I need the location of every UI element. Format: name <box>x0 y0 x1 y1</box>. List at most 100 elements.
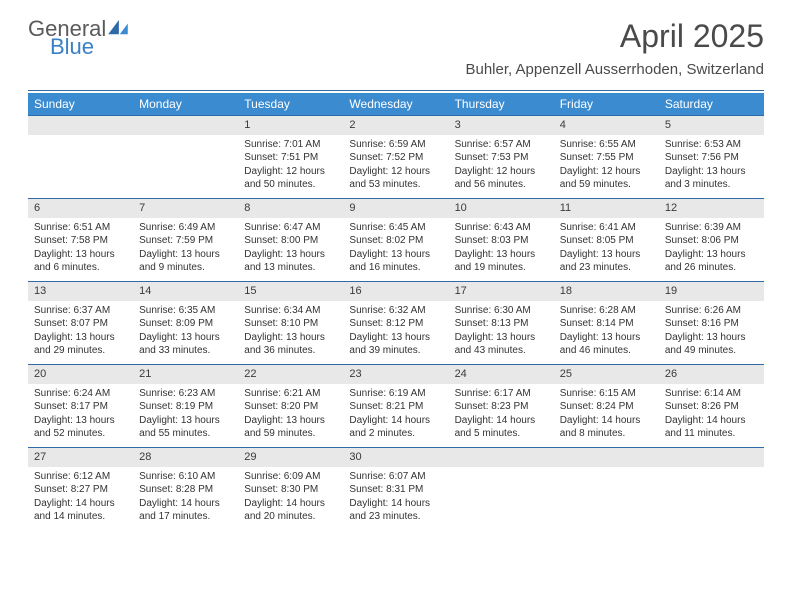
calendar-cell: 19Sunrise: 6:26 AMSunset: 8:16 PMDayligh… <box>659 282 764 364</box>
day-info: Sunrise: 6:41 AMSunset: 8:05 PMDaylight:… <box>554 218 659 279</box>
day-number: 12 <box>659 199 764 218</box>
calendar-cell: 30Sunrise: 6:07 AMSunset: 8:31 PMDayligh… <box>343 448 448 530</box>
day-info: Sunrise: 6:51 AMSunset: 7:58 PMDaylight:… <box>28 218 133 279</box>
sunrise-text: Sunrise: 6:59 AM <box>349 138 442 152</box>
calendar-cell: 8Sunrise: 6:47 AMSunset: 8:00 PMDaylight… <box>238 199 343 281</box>
day-info: Sunrise: 6:09 AMSunset: 8:30 PMDaylight:… <box>238 467 343 528</box>
day-number: 29 <box>238 448 343 467</box>
day-info: Sunrise: 6:39 AMSunset: 8:06 PMDaylight:… <box>659 218 764 279</box>
day-header: Wednesday <box>343 93 448 115</box>
day-info: Sunrise: 6:57 AMSunset: 7:53 PMDaylight:… <box>449 135 554 196</box>
day-info: Sunrise: 6:12 AMSunset: 8:27 PMDaylight:… <box>28 467 133 528</box>
day-info: Sunrise: 6:53 AMSunset: 7:56 PMDaylight:… <box>659 135 764 196</box>
sunrise-text: Sunrise: 6:24 AM <box>34 387 127 401</box>
day-number: 8 <box>238 199 343 218</box>
day-info: Sunrise: 6:17 AMSunset: 8:23 PMDaylight:… <box>449 384 554 445</box>
sunset-text: Sunset: 8:24 PM <box>560 400 653 414</box>
daylight-text: Daylight: 13 hours and 3 minutes. <box>665 165 758 192</box>
day-number: 23 <box>343 365 448 384</box>
daylight-text: Daylight: 13 hours and 13 minutes. <box>244 248 337 275</box>
calendar-cell: 5Sunrise: 6:53 AMSunset: 7:56 PMDaylight… <box>659 116 764 198</box>
daylight-text: Daylight: 13 hours and 59 minutes. <box>244 414 337 441</box>
daylight-text: Daylight: 12 hours and 50 minutes. <box>244 165 337 192</box>
sunrise-text: Sunrise: 6:15 AM <box>560 387 653 401</box>
day-number: 6 <box>28 199 133 218</box>
day-info: Sunrise: 6:49 AMSunset: 7:59 PMDaylight:… <box>133 218 238 279</box>
day-number: 16 <box>343 282 448 301</box>
calendar-cell: 13Sunrise: 6:37 AMSunset: 8:07 PMDayligh… <box>28 282 133 364</box>
calendar-cell: 1Sunrise: 7:01 AMSunset: 7:51 PMDaylight… <box>238 116 343 198</box>
day-info: Sunrise: 6:37 AMSunset: 8:07 PMDaylight:… <box>28 301 133 362</box>
calendar-cell: 12Sunrise: 6:39 AMSunset: 8:06 PMDayligh… <box>659 199 764 281</box>
day-number <box>449 448 554 467</box>
calendar-cell: 6Sunrise: 6:51 AMSunset: 7:58 PMDaylight… <box>28 199 133 281</box>
calendar-cell: 16Sunrise: 6:32 AMSunset: 8:12 PMDayligh… <box>343 282 448 364</box>
sunrise-text: Sunrise: 6:39 AM <box>665 221 758 235</box>
sunrise-text: Sunrise: 6:53 AM <box>665 138 758 152</box>
day-number: 28 <box>133 448 238 467</box>
day-number: 9 <box>343 199 448 218</box>
day-number: 14 <box>133 282 238 301</box>
calendar-cell: 22Sunrise: 6:21 AMSunset: 8:20 PMDayligh… <box>238 365 343 447</box>
sunset-text: Sunset: 8:02 PM <box>349 234 442 248</box>
daylight-text: Daylight: 14 hours and 8 minutes. <box>560 414 653 441</box>
title-block: April 2025 Buhler, Appenzell Ausserrhode… <box>465 18 764 78</box>
logo: GeneralBlue <box>28 18 128 58</box>
daylight-text: Daylight: 13 hours and 43 minutes. <box>455 331 548 358</box>
sunrise-text: Sunrise: 6:21 AM <box>244 387 337 401</box>
calendar-cell: 11Sunrise: 6:41 AMSunset: 8:05 PMDayligh… <box>554 199 659 281</box>
daylight-text: Daylight: 14 hours and 20 minutes. <box>244 497 337 524</box>
sunset-text: Sunset: 8:23 PM <box>455 400 548 414</box>
calendar-cell: 29Sunrise: 6:09 AMSunset: 8:30 PMDayligh… <box>238 448 343 530</box>
daylight-text: Daylight: 14 hours and 23 minutes. <box>349 497 442 524</box>
calendar-cell: 27Sunrise: 6:12 AMSunset: 8:27 PMDayligh… <box>28 448 133 530</box>
day-number: 25 <box>554 365 659 384</box>
day-number: 18 <box>554 282 659 301</box>
header: GeneralBlue April 2025 Buhler, Appenzell… <box>0 0 792 84</box>
sunrise-text: Sunrise: 6:45 AM <box>349 221 442 235</box>
sunset-text: Sunset: 8:10 PM <box>244 317 337 331</box>
month-title: April 2025 <box>465 18 764 55</box>
day-info: Sunrise: 6:23 AMSunset: 8:19 PMDaylight:… <box>133 384 238 445</box>
sunset-text: Sunset: 7:53 PM <box>455 151 548 165</box>
sunrise-text: Sunrise: 6:14 AM <box>665 387 758 401</box>
daylight-text: Daylight: 13 hours and 16 minutes. <box>349 248 442 275</box>
day-number: 26 <box>659 365 764 384</box>
daylight-text: Daylight: 13 hours and 33 minutes. <box>139 331 232 358</box>
calendar-cell-empty <box>133 116 238 198</box>
calendar-cell: 26Sunrise: 6:14 AMSunset: 8:26 PMDayligh… <box>659 365 764 447</box>
daylight-text: Daylight: 12 hours and 59 minutes. <box>560 165 653 192</box>
sunrise-text: Sunrise: 6:34 AM <box>244 304 337 318</box>
sunrise-text: Sunrise: 6:32 AM <box>349 304 442 318</box>
calendar-cell-empty <box>554 448 659 530</box>
calendar-cell-empty <box>449 448 554 530</box>
daylight-text: Daylight: 13 hours and 46 minutes. <box>560 331 653 358</box>
sunset-text: Sunset: 8:31 PM <box>349 483 442 497</box>
sunset-text: Sunset: 8:17 PM <box>34 400 127 414</box>
daylight-text: Daylight: 14 hours and 17 minutes. <box>139 497 232 524</box>
calendar-cell: 20Sunrise: 6:24 AMSunset: 8:17 PMDayligh… <box>28 365 133 447</box>
sunset-text: Sunset: 7:51 PM <box>244 151 337 165</box>
sunset-text: Sunset: 7:59 PM <box>139 234 232 248</box>
day-number: 27 <box>28 448 133 467</box>
sunrise-text: Sunrise: 6:49 AM <box>139 221 232 235</box>
sunrise-text: Sunrise: 6:23 AM <box>139 387 232 401</box>
sunset-text: Sunset: 7:56 PM <box>665 151 758 165</box>
logo-text-blue: Blue <box>50 36 128 58</box>
day-number: 15 <box>238 282 343 301</box>
day-info: Sunrise: 6:34 AMSunset: 8:10 PMDaylight:… <box>238 301 343 362</box>
sunset-text: Sunset: 8:19 PM <box>139 400 232 414</box>
day-number: 17 <box>449 282 554 301</box>
day-header: Saturday <box>659 93 764 115</box>
calendar-cell: 4Sunrise: 6:55 AMSunset: 7:55 PMDaylight… <box>554 116 659 198</box>
day-info: Sunrise: 6:35 AMSunset: 8:09 PMDaylight:… <box>133 301 238 362</box>
day-info: Sunrise: 6:43 AMSunset: 8:03 PMDaylight:… <box>449 218 554 279</box>
day-header: Sunday <box>28 93 133 115</box>
daylight-text: Daylight: 13 hours and 9 minutes. <box>139 248 232 275</box>
day-number <box>133 116 238 135</box>
daylight-text: Daylight: 13 hours and 19 minutes. <box>455 248 548 275</box>
sunrise-text: Sunrise: 6:10 AM <box>139 470 232 484</box>
sunset-text: Sunset: 7:52 PM <box>349 151 442 165</box>
sunrise-text: Sunrise: 6:55 AM <box>560 138 653 152</box>
sunrise-text: Sunrise: 6:37 AM <box>34 304 127 318</box>
